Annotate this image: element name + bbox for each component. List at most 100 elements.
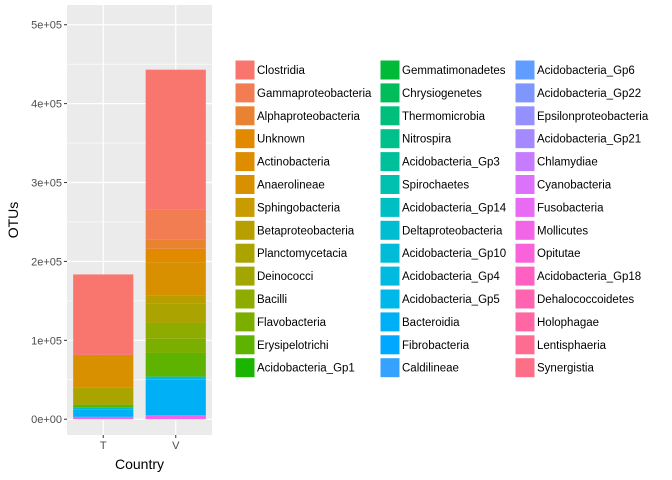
legend-label-planctomycetacia: Planctomycetacia [257,248,348,260]
legend-key-anaerolineae [234,174,256,195]
legend-key-caldilineae [379,357,401,379]
legend-key-flavobacteria [234,311,256,333]
legend-key-sphingobacteria [234,196,256,218]
legend-key-lentisphaeria [514,334,536,356]
legend-label-chlamydiae: Chlamydiae [537,157,598,169]
legend-label-alphaproteobacteria: Alphaproteobacteria [257,111,361,123]
legend-key-acidobacteria-gp18 [514,265,536,287]
bars [73,69,206,420]
legend-key-unknown [234,128,256,150]
legend-key-thermomicrobia [379,105,401,127]
legend-label-opitutae: Opitutae [537,248,580,260]
legend-key-acidobacteria-gp14 [379,196,401,218]
bar-segment-mollicutes-v [145,415,206,420]
legend-key-acidobacteria-gp4 [379,265,401,287]
legend-key-acidobacteria-gp6 [514,59,536,81]
legend-label-acidobacteria-gp14: Acidobacteria_Gp14 [402,202,507,214]
legend-label-acidobacteria-gp10: Acidobacteria_Gp10 [402,248,506,260]
bar-segment-acidobacteria-gp4-v [145,376,206,380]
legend: Clostridia Gammaproteobacteria Alphaproteo… [234,59,649,379]
bar-segment-planctomycetacia-v [145,303,206,323]
legend-key-deinococci [234,265,256,287]
y-tick-label: 0e+00 [31,414,62,426]
legend-label-clostridia: Clostridia [257,65,306,77]
y-tick-label: 4e+05 [31,99,62,111]
bar-segment-bacteroidia-t [73,409,134,417]
legend-label-acidobacteria-gp18: Acidobacteria_Gp18 [537,271,641,283]
bar-segment-acidobacteria-gp14-t [73,407,134,410]
legend-label-acidobacteria-gp6: Acidobacteria_Gp6 [537,65,635,77]
y-tick-label: 5e+05 [31,20,62,32]
bar-segment-flavobacteria-v [145,338,206,353]
legend-label-spirochaetes: Spirochaetes [402,180,469,192]
legend-key-acidobacteria-gp21 [514,128,536,150]
legend-key-nitrospira [379,128,401,150]
legend-label-acidobacteria-gp21: Acidobacteria_Gp21 [537,134,641,146]
bar-segment-erysipelotrichi-t [73,404,134,408]
legend-key-gemmatimonadetes [379,59,401,81]
legend-label-deinococci: Deinococci [257,271,313,283]
legend-label-mollicutes: Mollicutes [537,225,588,237]
legend-label-gemmatimonadetes: Gemmatimonadetes [402,65,506,77]
legend-label-sphingobacteria: Sphingobacteria [257,202,341,214]
x-tick-label: T [100,440,107,452]
legend-key-cyanobacteria [514,174,536,195]
legend-label-deltaproteobacteria: Deltaproteobacteria [402,225,503,237]
y-tick-label: 3e+05 [31,178,62,190]
legend-label-synergistia: Synergistia [537,363,594,375]
legend-key-deltaproteobacteria [379,219,401,241]
legend-label-acidobacteria-gp5: Acidobacteria_Gp5 [402,294,500,306]
bar-segment-erysipelotrichi-v [145,352,206,377]
bar-segment-unknown-v [145,248,206,263]
legend-key-acidobacteria-gp22 [514,82,536,104]
legend-label-acidobacteria-gp22: Acidobacteria_Gp22 [537,88,641,100]
legend-label-nitrospira: Nitrospira [402,134,452,146]
legend-label-anaerolineae: Anaerolineae [257,180,325,192]
legend-label-fusobacteria: Fusobacteria [537,202,604,214]
legend-key-clostridia [234,59,256,81]
legend-key-synergistia [514,357,536,379]
legend-key-mollicutes [514,219,536,241]
legend-key-erysipelotrichi [234,334,256,356]
bar-segment-anaerolineae-v [145,262,206,296]
legend-label-actinobacteria: Actinobacteria [257,157,330,169]
bar-segment-betaproteobacteria-v [145,295,206,304]
legend-key-gammaproteobacteria [234,82,256,104]
legend-key-acidobacteria-gp10 [379,242,401,264]
legend-key-fusobacteria [514,196,536,218]
legend-label-unknown: Unknown [257,134,305,146]
legend-label-cyanobacteria: Cyanobacteria [537,180,612,192]
bar-segment-clostridia-v [145,69,206,210]
legend-key-epsilonproteobacteria [514,105,536,127]
legend-label-betaproteobacteria: Betaproteobacteria [257,225,355,237]
legend-key-chlamydiae [514,151,536,173]
legend-label-dehalococcoidetes: Dehalococcoidetes [537,294,634,306]
legend-key-holophagae [514,311,536,333]
legend-label-chrysiogenetes: Chrysiogenetes [402,88,482,100]
legend-label-holophagae: Holophagae [537,317,599,329]
legend-key-bacteroidia [379,311,401,333]
legend-key-actinobacteria [234,151,256,173]
bar-segment-bacilli-v [145,322,206,339]
legend-label-acidobacteria-gp1: Acidobacteria_Gp1 [257,363,355,375]
legend-label-bacteroidia: Bacteroidia [402,317,460,329]
x-axis-title: Country [115,456,164,472]
legend-key-dehalococcoidetes [514,288,536,310]
legend-key-bacilli [234,288,256,310]
bar-segment-mollicutes-t [73,416,134,420]
legend-label-caldilineae: Caldilineae [402,363,459,375]
bar-segment-alphaproteobacteria-v [145,239,206,249]
legend-key-spirochaetes [379,174,401,195]
y-tick-label: 2e+05 [31,256,62,268]
legend-key-fibrobacteria [379,334,401,356]
legend-label-lentisphaeria: Lentisphaeria [537,340,607,352]
legend-label-thermomicrobia: Thermomicrobia [402,111,486,123]
legend-key-opitutae [514,242,536,264]
bar-segment-anaerolineae-t [73,354,134,388]
legend-key-chrysiogenetes [379,82,401,104]
legend-key-acidobacteria-gp3 [379,151,401,173]
legend-key-alphaproteobacteria [234,105,256,127]
legend-label-bacilli: Bacilli [257,294,287,306]
legend-label-epsilonproteobacteria: Epsilonproteobacteria [537,111,649,123]
